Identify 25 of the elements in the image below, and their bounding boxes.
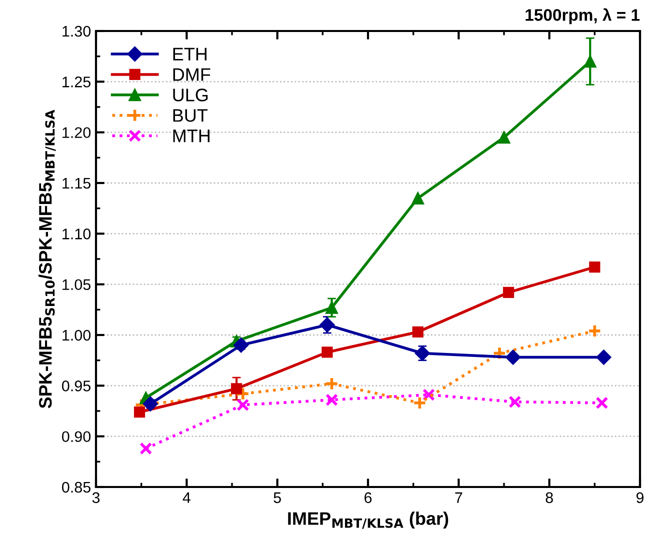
legend-label: ULG bbox=[173, 88, 208, 102]
x-tick-label: 4 bbox=[182, 492, 190, 503]
legend-label: MTH bbox=[173, 130, 210, 142]
y-tick-label: 1.15 bbox=[62, 178, 90, 189]
y-tick-label: 1.05 bbox=[62, 279, 90, 290]
legend-label: BUT bbox=[173, 109, 208, 122]
x-tick-label: 7 bbox=[455, 492, 462, 503]
x-axis-title: IMEP$_{MBT/KLSA}$ (bar) bbox=[288, 512, 448, 529]
text: 1500rpm, λ = 1 bbox=[526, 8, 640, 24]
y-tick-label: 1.10 bbox=[62, 228, 91, 240]
legend-label: DMF bbox=[173, 68, 210, 81]
x-tick-label: 8 bbox=[546, 492, 553, 504]
x-tick-label: 9 bbox=[636, 492, 644, 504]
y-tick-label: 1.20 bbox=[62, 127, 91, 138]
y-tick-label: 0.95 bbox=[62, 380, 90, 392]
y-tick-label: 1.30 bbox=[62, 26, 91, 37]
y-tick-label: 1.00 bbox=[62, 330, 91, 341]
y-axis-title: SPK-MFB5$_{SR10}$/SPK-MFB5$_{MBT/KLSA}$ bbox=[38, 110, 56, 408]
y-tick-label: 0.85 bbox=[62, 482, 90, 493]
x-tick-label: 6 bbox=[364, 492, 372, 504]
y-tick-label: 1.25 bbox=[62, 76, 90, 88]
y-tick-label: 0.90 bbox=[62, 431, 91, 442]
x-tick-label: 3 bbox=[92, 492, 100, 504]
x-tick-label: 5 bbox=[274, 492, 281, 504]
legend-label: ETH bbox=[173, 48, 206, 60]
